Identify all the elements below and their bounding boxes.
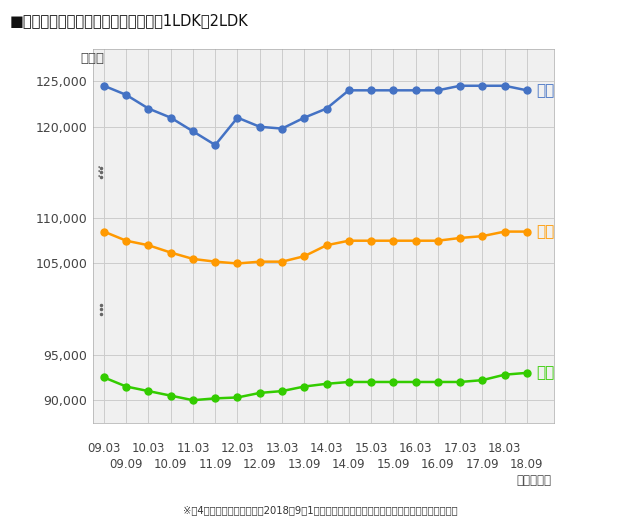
Text: 09.03: 09.03 <box>87 442 120 456</box>
Text: 11.03: 11.03 <box>176 442 210 456</box>
Text: 12.03: 12.03 <box>221 442 254 456</box>
Text: 16.03: 16.03 <box>399 442 433 456</box>
Text: 18.03: 18.03 <box>488 442 522 456</box>
Text: 14.03: 14.03 <box>310 442 343 456</box>
Text: 13.03: 13.03 <box>266 442 299 456</box>
Text: 12.09: 12.09 <box>243 458 276 471</box>
Text: （年．月）: （年．月） <box>517 474 552 487</box>
Text: 下限: 下限 <box>536 365 554 380</box>
Text: 18.09: 18.09 <box>510 458 543 471</box>
Text: 上限: 上限 <box>536 83 554 98</box>
Text: 17.09: 17.09 <box>465 458 499 471</box>
Text: 16.09: 16.09 <box>421 458 454 471</box>
Text: 15.03: 15.03 <box>355 442 388 456</box>
Text: 14.09: 14.09 <box>332 458 365 471</box>
Text: ·: · <box>97 161 101 175</box>
Text: 10.09: 10.09 <box>154 458 188 471</box>
Text: 09.09: 09.09 <box>109 458 143 471</box>
Text: 15.09: 15.09 <box>376 458 410 471</box>
Text: ·: · <box>97 170 101 184</box>
Text: ·: · <box>97 166 101 180</box>
Text: （円）: （円） <box>81 52 105 65</box>
Text: ■東京圏の賃貸マンション家賃推移　1LDK〜2LDK: ■東京圏の賃貸マンション家賃推移 1LDK〜2LDK <box>10 13 248 28</box>
Text: 11.09: 11.09 <box>198 458 232 471</box>
Text: 13.09: 13.09 <box>287 458 321 471</box>
Text: ※「4大都市圏家賃調査」（2018年9月1日時点）住宅新報社より旭化成ホームズ（株）が作成: ※「4大都市圏家賃調査」（2018年9月1日時点）住宅新報社より旭化成ホームズ（… <box>182 505 458 515</box>
Text: 平均: 平均 <box>536 224 554 239</box>
Text: 17.03: 17.03 <box>444 442 477 456</box>
Text: 10.03: 10.03 <box>132 442 165 456</box>
